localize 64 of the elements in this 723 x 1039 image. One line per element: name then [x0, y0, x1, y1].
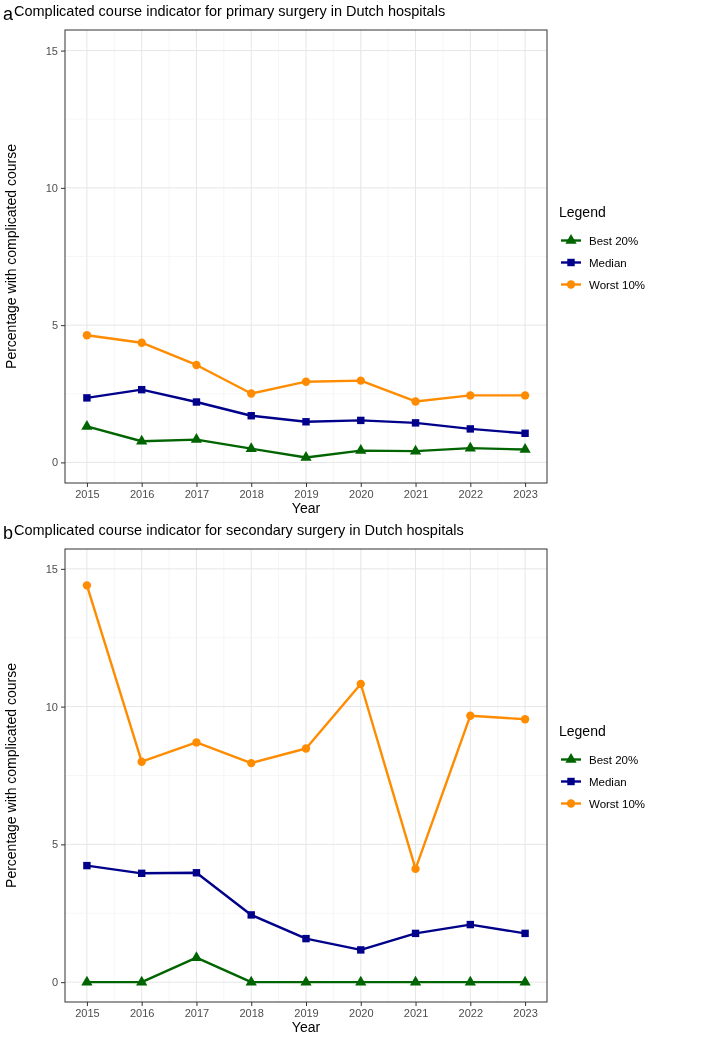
text: a — [3, 4, 14, 24]
x-tick-label: 2015 — [75, 1006, 100, 1019]
x-axis-title: Year — [291, 500, 321, 516]
x-tick-label: 2022 — [458, 1006, 484, 1019]
point — [247, 758, 256, 768]
x-tick-label: 2015 — [75, 487, 100, 500]
y-axis-title: Percentage with complicated course — [3, 143, 19, 369]
x-tick-label: 2016 — [129, 487, 155, 500]
point — [83, 861, 91, 870]
x-tick-label: 2019 — [294, 1006, 319, 1019]
x-tick-label: 2023 — [513, 1006, 538, 1019]
point — [355, 975, 367, 986]
y-tick-label: 15 — [45, 44, 58, 57]
x-tick-label: 2017 — [184, 1006, 210, 1019]
legend-label: Median — [589, 256, 627, 269]
point — [519, 975, 531, 986]
y-tick-label: 10 — [45, 700, 58, 713]
legend-title: Legend — [559, 722, 606, 739]
x-tick-label: 2018 — [239, 1006, 264, 1019]
y-tick-label: 0 — [51, 456, 58, 469]
legend-label: Median — [589, 775, 627, 788]
x-tick-label: 2017 — [184, 487, 210, 500]
point — [521, 929, 529, 938]
point — [247, 911, 255, 919]
y-tick-label: 5 — [51, 319, 58, 332]
x-tick-label: 2016 — [129, 1006, 155, 1019]
x-tick-label: 2021 — [403, 1006, 429, 1019]
legend-label: Best 20% — [589, 234, 639, 247]
x-axis-title: Year — [291, 1019, 321, 1035]
chart-title: Complicated course indicator for secondary surgery in Dutch hospitals — [14, 522, 464, 538]
y-tick-label: 15 — [45, 562, 58, 575]
legend-label: Worst 10% — [589, 797, 646, 810]
x-tick-label: 2021 — [403, 487, 429, 500]
x-tick-label: 2020 — [349, 1006, 374, 1019]
y-tick-label: 0 — [51, 976, 58, 989]
y-tick-label: 5 — [51, 838, 58, 851]
x-tick-label: 2018 — [239, 487, 264, 500]
x-tick-label: 2020 — [349, 487, 374, 500]
point — [136, 975, 148, 986]
point — [466, 711, 475, 720]
x-tick-label: 2023 — [513, 487, 538, 500]
legend-title: Legend — [559, 203, 606, 220]
point — [192, 738, 201, 747]
point — [302, 934, 310, 943]
y-axis-title: Percentage with complicated course — [3, 662, 19, 888]
point — [357, 946, 365, 954]
point — [82, 581, 92, 590]
point — [81, 975, 93, 986]
legend-label: Worst 10% — [589, 278, 646, 291]
chart-title: Complicated course indicator for primary surgery in Dutch hospitals — [14, 3, 446, 19]
x-tick-label: 2019 — [294, 487, 319, 500]
point — [520, 715, 530, 724]
legend-label: Best 20% — [589, 753, 639, 766]
point — [245, 975, 257, 986]
point — [300, 975, 312, 986]
x-tick-label: 2022 — [458, 487, 484, 500]
y-tick-label: 10 — [45, 181, 58, 194]
point — [464, 975, 476, 986]
point — [356, 679, 365, 689]
point — [301, 744, 311, 753]
point — [409, 975, 422, 986]
text: b — [3, 523, 14, 543]
point — [137, 757, 146, 766]
point — [411, 864, 420, 874]
